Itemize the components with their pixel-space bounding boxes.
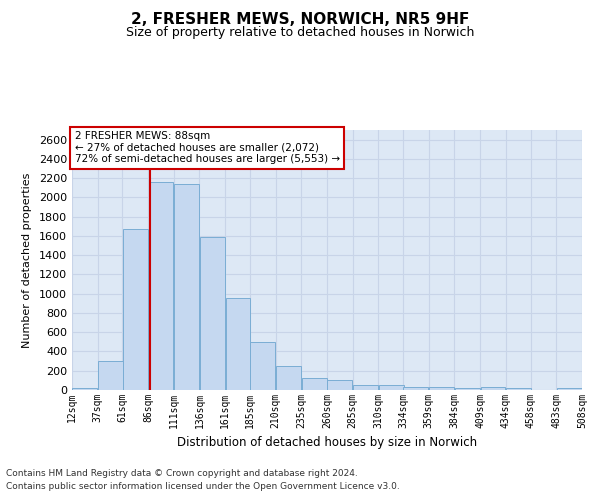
Bar (276, 366, 301, 390)
Text: Contains HM Land Registry data © Crown copyright and database right 2024.: Contains HM Land Registry data © Crown c… (6, 468, 358, 477)
Bar (73, 388, 97, 390)
Text: 2 FRESHER MEWS: 88sqm
← 27% of detached houses are smaller (2,072)
72% of semi-d: 2 FRESHER MEWS: 88sqm ← 27% of detached … (74, 132, 340, 164)
Text: Distribution of detached houses by size in Norwich: Distribution of detached houses by size … (177, 436, 477, 449)
Bar (226, 298, 251, 390)
Bar (98, 361, 123, 390)
Bar (302, 378, 326, 390)
Bar (149, 182, 173, 390)
Bar (379, 385, 404, 390)
Bar (455, 388, 480, 390)
Bar (353, 385, 378, 390)
Bar (403, 387, 428, 390)
Text: Size of property relative to detached houses in Norwich: Size of property relative to detached ho… (126, 26, 474, 39)
Y-axis label: Number of detached properties: Number of detached properties (22, 172, 32, 348)
Bar (557, 388, 581, 390)
Bar (506, 388, 531, 390)
Bar (481, 387, 505, 390)
Text: 2, FRESHER MEWS, NORWICH, NR5 9HF: 2, FRESHER MEWS, NORWICH, NR5 9HF (131, 12, 469, 28)
Bar (174, 184, 199, 390)
Text: Contains public sector information licensed under the Open Government Licence v3: Contains public sector information licen… (6, 482, 400, 491)
Bar (250, 342, 275, 390)
Bar (200, 237, 225, 390)
Bar (123, 229, 148, 390)
Bar (328, 380, 352, 390)
Bar (429, 386, 454, 390)
